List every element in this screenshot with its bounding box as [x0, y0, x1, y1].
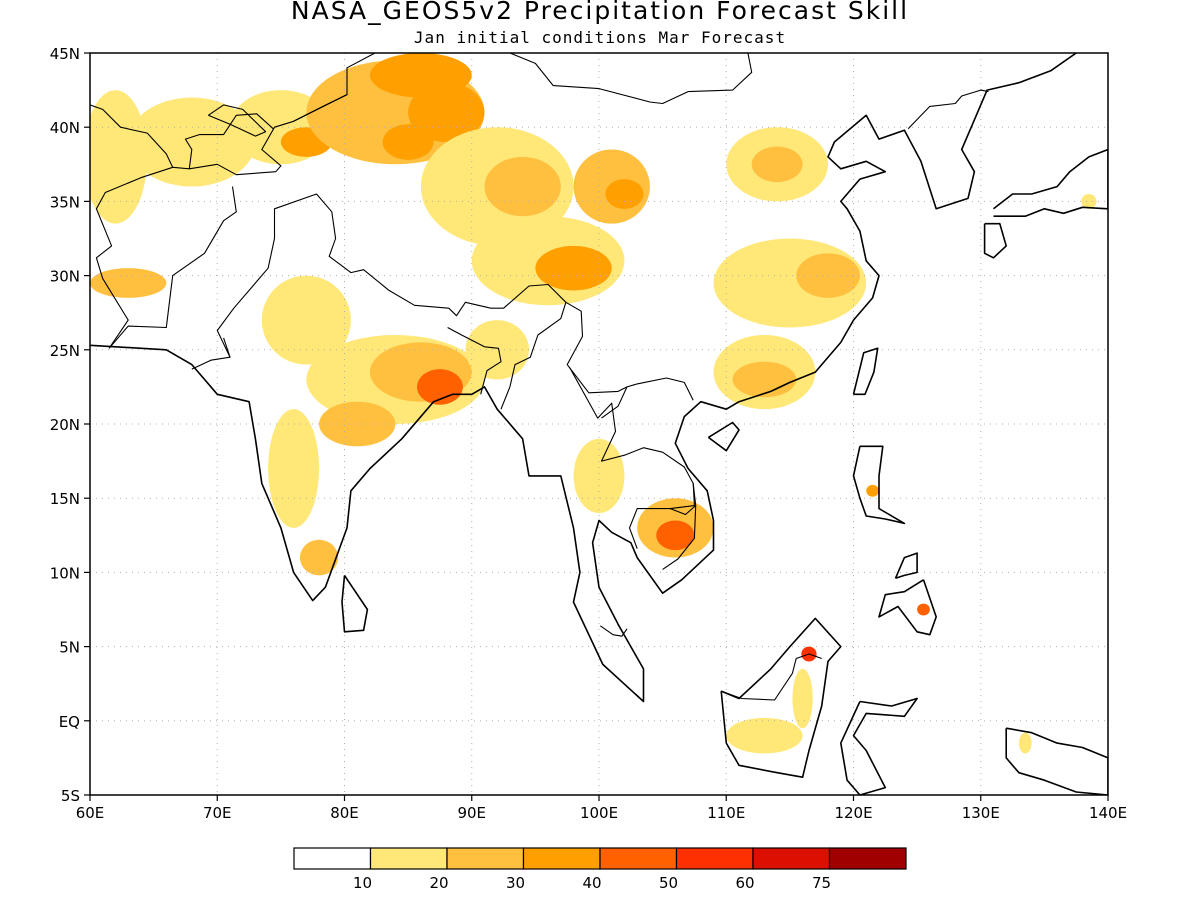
coastline [707, 421, 740, 452]
skill-region [465, 320, 530, 380]
country-border [184, 113, 274, 169]
skill-region [90, 90, 148, 224]
country-borders [90, 53, 989, 701]
coastline [341, 574, 369, 633]
country-border [90, 104, 174, 168]
skill-region [726, 717, 803, 754]
country-border [569, 367, 695, 549]
skill-region [90, 268, 167, 298]
skill-region [573, 438, 625, 514]
colorbar-label: 10 [353, 874, 372, 892]
coastline [90, 53, 1077, 703]
skill-region [866, 484, 879, 497]
country-border [599, 625, 628, 637]
country-border [505, 53, 753, 105]
colorbar-box [446, 847, 525, 870]
skill-region [535, 245, 612, 291]
colorbar-box [828, 847, 907, 870]
country-border [565, 301, 694, 401]
skill-region [319, 401, 396, 447]
coastline [993, 148, 1108, 217]
colorbar-box [293, 847, 372, 870]
gridlines [90, 53, 1108, 795]
lat-tick-label: 5N [59, 639, 80, 657]
axis-ticks: 60E 70E 80E 90E 100E 110E 120E 130E 140E 45N 40N 35… [50, 45, 1127, 822]
skill-region [261, 275, 351, 365]
lon-tick-label: 70E [203, 804, 232, 822]
coastline [1005, 727, 1108, 795]
skill-region [656, 520, 695, 551]
skill-region [408, 82, 485, 143]
coastline [878, 579, 938, 636]
colorbar-box [369, 847, 448, 870]
lat-tick-label: 40N [50, 119, 80, 137]
country-border [108, 186, 237, 349]
country-border [662, 505, 697, 570]
lat-tick-label: 15N [50, 490, 80, 508]
skill-region [417, 369, 463, 405]
colorbar-box [522, 847, 601, 870]
skill-region [128, 97, 256, 187]
skill-region [1081, 193, 1097, 209]
lon-tick-label: 140E [1089, 804, 1127, 822]
coastline [894, 552, 918, 580]
colorbar-legend: 10 20 30 40 50 60 75 [293, 847, 907, 892]
lat-tick-label: 45N [50, 45, 80, 63]
country-border [601, 386, 628, 419]
skill-region [484, 156, 561, 217]
country-border [191, 193, 567, 410]
lat-tick-label: EQ [59, 713, 80, 731]
lat-tick-label: 30N [50, 268, 80, 286]
colorbar-box [675, 847, 754, 870]
skill-region [917, 603, 930, 616]
coastline [839, 697, 918, 795]
colorbar-box [752, 847, 831, 870]
chart-subtitle: Jan initial conditions Mar Forecast [413, 28, 787, 47]
colorbar-label: 20 [429, 874, 448, 892]
chart-title: NASA_GEOS5v2 Precipitation Forecast Skil… [290, 0, 910, 25]
coastline [852, 445, 906, 525]
lon-tick-label: 80E [330, 804, 359, 822]
colorbar-label: 30 [506, 874, 525, 892]
lon-tick-label: 60E [76, 804, 105, 822]
country-border [293, 94, 348, 122]
coastlines [90, 53, 1108, 795]
country-border [223, 337, 231, 358]
skill-region [1018, 732, 1032, 754]
skill-region [792, 668, 813, 729]
coastline [720, 617, 842, 779]
lat-tick-label: 10N [50, 564, 80, 582]
lat-tick-label: 5S [61, 787, 80, 805]
colorbar-label: 40 [582, 874, 601, 892]
country-border [907, 89, 989, 130]
lat-tick-label: 20N [50, 416, 80, 434]
coastline [852, 347, 879, 396]
skill-region [299, 539, 339, 576]
lon-tick-label: 120E [834, 804, 872, 822]
colorbar-box [599, 847, 678, 870]
colorbar-label: 75 [812, 874, 831, 892]
coastline [983, 222, 1008, 259]
country-border [447, 327, 502, 395]
colorbar-label: 60 [735, 874, 754, 892]
lon-tick-label: 100E [580, 804, 618, 822]
lon-tick-label: 130E [962, 804, 1000, 822]
skill-region [268, 409, 320, 528]
lat-tick-label: 25N [50, 342, 80, 360]
country-border [721, 653, 822, 701]
lat-tick-label: 35N [50, 193, 80, 211]
skill-region [382, 124, 434, 160]
lon-tick-label: 110E [707, 804, 745, 822]
skill-region [751, 146, 803, 183]
skill-region [732, 361, 797, 398]
lon-tick-label: 90E [457, 804, 486, 822]
country-border [670, 483, 697, 516]
skill-shading-layer [90, 53, 1097, 754]
skill-region [605, 179, 644, 209]
colorbar-label: 50 [659, 874, 678, 892]
